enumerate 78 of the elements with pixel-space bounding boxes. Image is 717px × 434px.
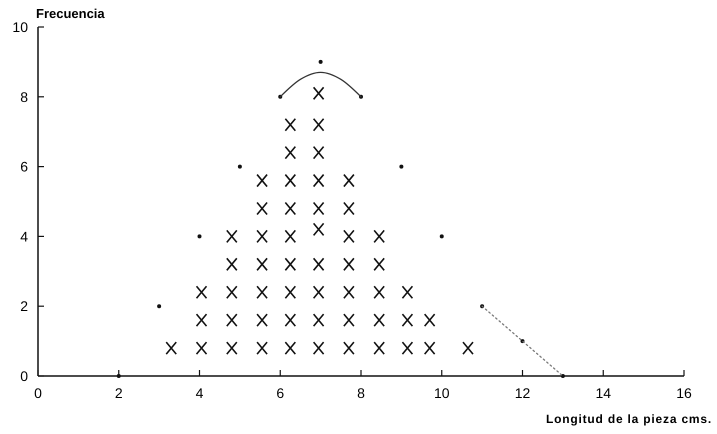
- point: [373, 341, 385, 355]
- point: [196, 341, 208, 355]
- y-tick-label: 10: [12, 19, 28, 35]
- point: [238, 164, 242, 169]
- point: [256, 341, 268, 355]
- x-tick-label: 2: [114, 385, 123, 401]
- point: [198, 234, 202, 238]
- point: [373, 313, 385, 327]
- point: [373, 258, 385, 272]
- point: [256, 230, 268, 244]
- point: [312, 222, 324, 236]
- x-tick-label: 12: [514, 385, 530, 401]
- point: [402, 341, 414, 355]
- y-tick-label: 8: [20, 88, 28, 105]
- point: [157, 304, 162, 308]
- point: [284, 230, 296, 244]
- point: [256, 285, 268, 300]
- point: [373, 230, 385, 244]
- y-tick-label: 2: [20, 298, 28, 314]
- point: [560, 374, 565, 378]
- point: [226, 313, 238, 327]
- point: [256, 313, 268, 327]
- point: [343, 313, 355, 327]
- point: [196, 285, 208, 300]
- x-tick-label: 14: [595, 385, 612, 401]
- point: [284, 313, 296, 327]
- point: [312, 202, 324, 216]
- point: [256, 258, 268, 272]
- point: [312, 118, 324, 132]
- y-tick-label: 0: [20, 368, 28, 384]
- x-axis-title: Longitud de la pieza cms.: [546, 412, 712, 426]
- point: [343, 202, 355, 216]
- point: [312, 258, 324, 272]
- y-tick-label: 4: [20, 228, 28, 244]
- point: [196, 313, 208, 327]
- point: [318, 60, 323, 64]
- point: [373, 285, 385, 300]
- point: [284, 118, 296, 132]
- point: [312, 174, 324, 188]
- point: [312, 341, 324, 355]
- point: [256, 174, 268, 188]
- point: [424, 313, 436, 327]
- point: [284, 341, 296, 355]
- point: [343, 258, 355, 272]
- point: [462, 341, 474, 355]
- point: [402, 285, 414, 300]
- point: [256, 202, 268, 216]
- point: [343, 341, 355, 355]
- x-tick-label: 6: [276, 385, 284, 401]
- point: [165, 341, 178, 355]
- point: [440, 234, 444, 238]
- point: [312, 313, 324, 327]
- point: [284, 258, 296, 272]
- point: [226, 230, 238, 244]
- x-tick-label: 8: [357, 385, 366, 401]
- point: [284, 174, 296, 188]
- point: [343, 230, 355, 244]
- point: [116, 374, 121, 378]
- point: [312, 146, 324, 160]
- point: [226, 258, 238, 272]
- point: [343, 174, 355, 188]
- y-tick-label: 6: [20, 158, 28, 175]
- x-tick-label: 4: [196, 385, 204, 401]
- point: [312, 285, 324, 300]
- point: [343, 285, 355, 300]
- point: [399, 164, 404, 169]
- point: [284, 146, 296, 160]
- point: [226, 285, 238, 300]
- point: [226, 341, 238, 355]
- point: [284, 202, 296, 216]
- x-tick-label: 16: [676, 385, 692, 401]
- point: [312, 86, 324, 100]
- point: [424, 341, 436, 355]
- x-tick-label: 10: [434, 385, 450, 401]
- point: [284, 285, 296, 300]
- point: [402, 313, 414, 327]
- y-axis-title: Frecuencia: [36, 6, 106, 21]
- x-tick-label: 0: [34, 385, 42, 401]
